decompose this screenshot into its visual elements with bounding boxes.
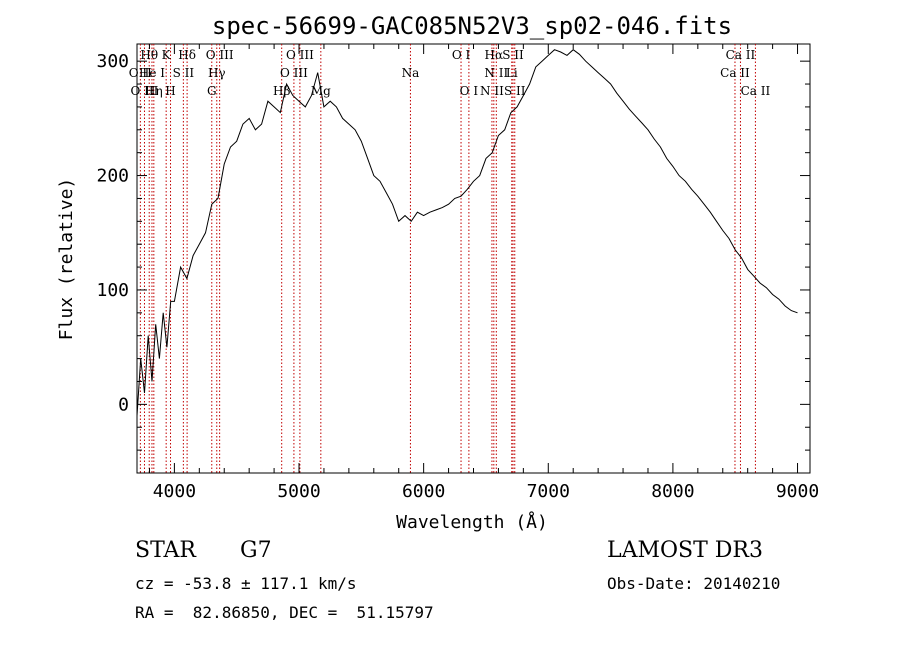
coordinates: RA = 82.86850, DEC = 51.15797 — [135, 603, 434, 622]
x-axis-ticks: 4000 5000 6000 7000 8000 9000 — [148, 44, 819, 502]
x-tick-label: 9000 — [776, 481, 819, 502]
survey-label: LAMOST DR3 — [607, 538, 763, 563]
y-axis-ticks: 0 100 200 300 — [96, 51, 810, 451]
y-axis-label: Flux (relative) — [56, 178, 77, 341]
spectral-line-label: He I — [139, 66, 165, 80]
spectral-line-label: S II — [504, 84, 526, 98]
x-tick-label: 6000 — [402, 481, 445, 502]
spectrum-line — [136, 49, 798, 416]
y-tick-label: 100 — [96, 280, 129, 301]
spectral-line-label: K — [162, 48, 172, 62]
spectral-line-label: G — [207, 84, 217, 98]
spectral-line-label: Hθ — [140, 48, 158, 62]
x-tick-label: 8000 — [651, 481, 694, 502]
spectral-line-label: S II — [502, 48, 524, 62]
spectral-line-label: N II — [480, 84, 504, 98]
x-tick-label: 7000 — [527, 481, 570, 502]
spectral-line-label: Hδ — [178, 48, 196, 62]
y-tick-label: 0 — [118, 394, 129, 415]
spectral-line-label: Hη — [145, 84, 163, 98]
plot-frame — [136, 43, 811, 474]
spectral-line-label: Ca II — [726, 48, 756, 62]
x-axis-label: Wavelength (Å) — [396, 511, 548, 533]
spectral-line-label: Ca II — [720, 66, 750, 80]
spectral-line-label: H — [165, 84, 175, 98]
spectral-line-markers — [139, 44, 756, 473]
spectral-line-label: O III — [206, 48, 234, 62]
spectral-line-label: O I — [452, 48, 471, 62]
spectral-line-label: O III — [131, 84, 159, 98]
spectral-line-label: O III — [280, 66, 308, 80]
obs-date: Obs-Date: 20140210 — [607, 574, 781, 593]
spectral-line-label: Hα — [485, 48, 504, 62]
redshift-text: cz = -53.8 ± 117.1 km/s — [135, 574, 357, 593]
y-tick-label: 300 — [96, 51, 129, 72]
spectral-line-label: Li — [506, 66, 518, 80]
object-class: STAR — [135, 538, 196, 563]
chart-title: spec-56699-GAC085N52V3_sp02-046.fits — [212, 12, 732, 40]
y-tick-label: 200 — [96, 166, 129, 187]
spectral-line-label: Na — [402, 66, 420, 80]
x-tick-label: 4000 — [153, 481, 196, 502]
spectral-line-label: Ca II — [741, 84, 771, 98]
spectral-line-label: N II — [484, 66, 508, 80]
spectral-line-label: O I — [460, 84, 479, 98]
x-tick-label: 5000 — [277, 481, 320, 502]
spectral-line-label: S II — [173, 66, 195, 80]
object-subclass: G7 — [240, 538, 272, 563]
spectral-line-label: O III — [286, 48, 314, 62]
spectral-line-label: Hγ — [208, 66, 226, 80]
spectral-line-label: O II — [129, 66, 152, 80]
